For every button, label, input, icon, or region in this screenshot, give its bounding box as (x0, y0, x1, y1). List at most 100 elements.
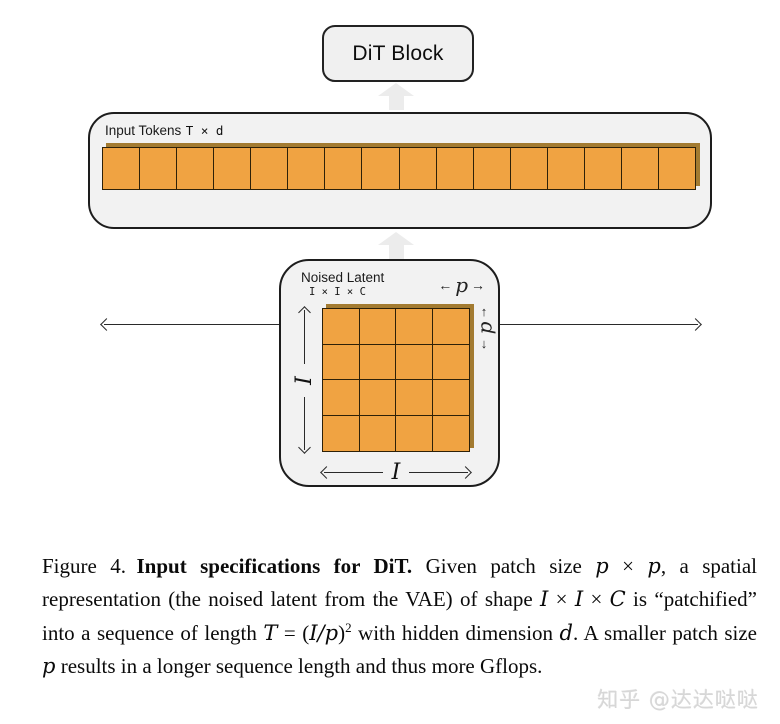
token-cell (584, 148, 622, 189)
latent-width-I: I (391, 459, 401, 485)
grid-cell (359, 380, 396, 416)
arrow-up-icon: ↑ (480, 304, 488, 319)
grid-cell (323, 380, 360, 416)
caption-segment: I (574, 587, 584, 612)
token-cell (140, 148, 178, 189)
arrow-left-icon: ← (438, 277, 453, 293)
dit-block: DiT Block (322, 25, 474, 82)
token-cell (436, 148, 474, 189)
patch-size-p: p (455, 273, 468, 297)
noised-latent-panel: Noised Latent I × I × C ← p → I ↑ p ↓ I (279, 259, 500, 487)
grid-cell (323, 415, 360, 451)
patch-size-p: p (472, 321, 496, 335)
measure-line (324, 471, 383, 473)
patch-width-label: ← p → (438, 273, 485, 297)
grid-cell (396, 415, 433, 451)
arrow-stem (388, 96, 404, 110)
caption-segment: d (559, 620, 573, 645)
measure-line (409, 471, 469, 473)
flow-up-arrow-icon (378, 83, 414, 110)
caption-segment: Figure 4. (42, 554, 137, 578)
caption-segment: p (595, 554, 609, 578)
caption-segment: , a spatial representation (the noised l… (42, 554, 758, 612)
token-cell (288, 148, 326, 189)
caption-segment: Given patch size (412, 554, 596, 578)
grid-cell (359, 344, 396, 380)
token-cell (547, 148, 585, 189)
token-cell (325, 148, 363, 189)
arrowhead-down-icon (297, 441, 311, 454)
input-tokens-dims: T × d (185, 123, 224, 138)
arrowhead-up-icon (297, 306, 311, 319)
measure-line (303, 396, 305, 450)
caption-segment: C (609, 587, 626, 612)
caption-segment: × (548, 587, 575, 612)
grid-cell (396, 380, 433, 416)
arrow-head (378, 83, 414, 96)
caption-segment: × (583, 587, 610, 612)
arrow-right-icon: → (471, 277, 485, 293)
caption-segment: results in a longer sequence length and … (55, 654, 543, 679)
caption-segment: × (608, 554, 648, 578)
token-cell (177, 148, 215, 189)
measure-line (303, 310, 305, 364)
latent-width-measure: I (320, 459, 472, 485)
grid-cell (432, 380, 469, 416)
caption-segment: I/p (309, 620, 339, 645)
grid-cell (396, 344, 433, 380)
watermark: 知乎 @达达哒哒 (597, 688, 759, 712)
caption-segment: . A smaller patch size (572, 620, 757, 645)
token-cell (510, 148, 548, 189)
grid-cell (323, 344, 360, 380)
token-cell (362, 148, 400, 189)
caption-segment: I (539, 587, 549, 612)
token-cell (621, 148, 659, 189)
arrowhead-right-icon (459, 465, 472, 479)
caption-segment: with hidden dimension (351, 620, 560, 645)
arrowhead-left-icon (320, 465, 333, 479)
token-cell (399, 148, 437, 189)
arrow-down-icon: ↓ (480, 336, 488, 351)
caption-segment: is “patchified” into a sequence of lengt… (42, 587, 758, 645)
patch-height-label: ↑ p ↓ (472, 304, 496, 351)
noised-latent-dims: I × I × C (309, 286, 366, 298)
input-tokens-title: Input Tokens (105, 123, 182, 138)
arrowhead-left-icon (100, 317, 113, 331)
arrowhead-right-icon (689, 317, 702, 331)
token-cell (658, 148, 695, 189)
caption-segment: T (263, 620, 278, 645)
noised-latent-title: Noised Latent (301, 270, 385, 285)
caption-segment: ) (338, 620, 346, 645)
token-cell (251, 148, 289, 189)
arrow-stem (388, 245, 404, 259)
caption-segment: p (42, 654, 56, 679)
grid-cell (359, 309, 396, 345)
token-row (102, 147, 696, 190)
caption-segment: p (647, 554, 661, 578)
token-cell (473, 148, 511, 189)
grid-cell (323, 309, 360, 345)
grid-cell (396, 309, 433, 345)
token-cell (103, 148, 141, 189)
dit-block-label: DiT Block (352, 41, 444, 65)
measure-line (464, 323, 699, 325)
caption-segment: = ( (277, 620, 310, 645)
grid-cell (432, 415, 469, 451)
measure-line (104, 323, 338, 325)
caption-segment: 2 (345, 619, 352, 635)
caption-segment: Input specifications for DiT. (136, 554, 413, 578)
input-tokens-label: Input Tokens T × d (105, 122, 223, 140)
grid-cell (432, 309, 469, 345)
latent-grid (322, 308, 470, 452)
grid-cell (359, 415, 396, 451)
latent-height-I: I (291, 375, 317, 385)
input-tokens-panel: Input Tokens T × d T = (I/p)2 (88, 112, 712, 337)
noised-latent-label: Noised Latent I × I × C (301, 270, 384, 300)
figure-caption: Figure 4. Input specifications for DiT. … (42, 550, 757, 684)
grid-cell (432, 344, 469, 380)
flow-up-arrow-icon (378, 232, 414, 259)
arrow-head (378, 232, 414, 245)
latent-height-measure: I (291, 306, 317, 454)
token-cell (214, 148, 252, 189)
